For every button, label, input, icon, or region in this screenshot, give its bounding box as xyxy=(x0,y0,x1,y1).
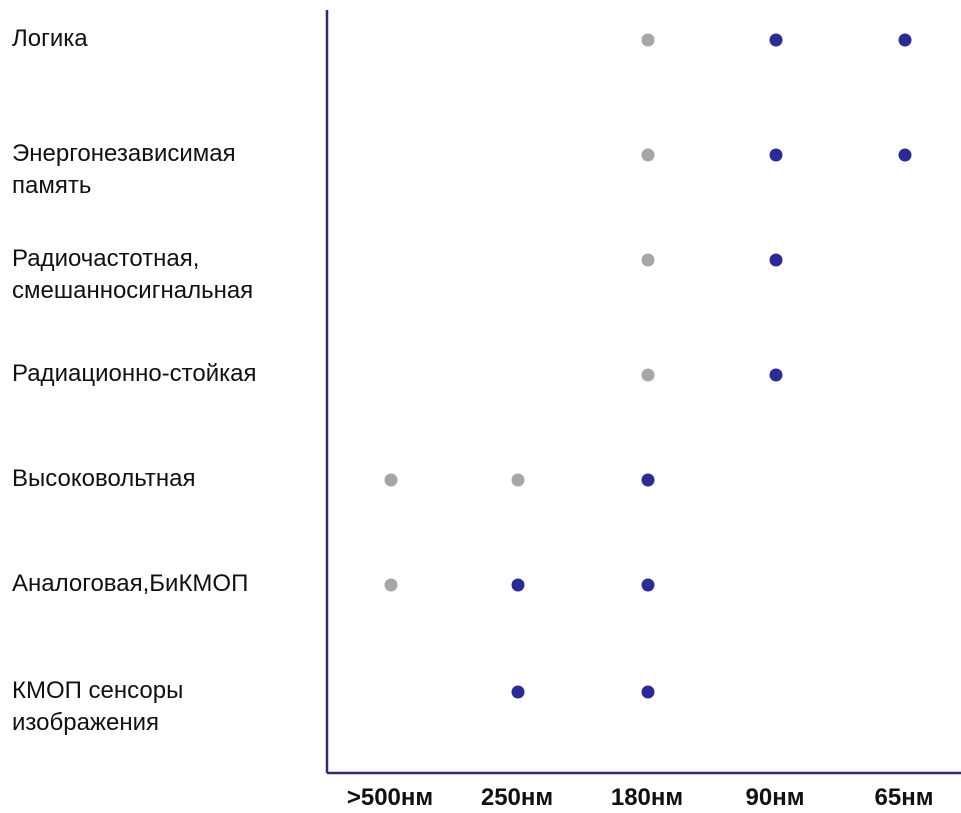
data-point-blue xyxy=(641,473,655,487)
data-point-gray xyxy=(641,148,655,162)
row-label: Радиационно-стойкая xyxy=(12,360,257,387)
data-point-gray xyxy=(511,473,525,487)
row-label: КМОП сенсоры изображения xyxy=(12,677,183,736)
data-point-blue xyxy=(511,685,525,699)
row-label-line: Радиационно-стойкая xyxy=(12,360,257,387)
axes xyxy=(325,10,961,775)
row-labels: Логика Энергонезависимая память Радиочастот… xyxy=(12,25,257,736)
data-point-blue xyxy=(769,253,783,267)
data-point-blue xyxy=(641,685,655,699)
x-tick-label: 65нм xyxy=(875,784,934,811)
data-point-blue xyxy=(898,148,912,162)
data-point-gray xyxy=(641,33,655,47)
x-tick-label: 180нм xyxy=(611,784,683,811)
row-label: Высоковольтная xyxy=(12,465,196,492)
data-point-blue xyxy=(769,368,783,382)
row-label: Аналоговая,БиКМОП xyxy=(12,570,248,597)
row-label-line: Аналоговая,БиКМОП xyxy=(12,570,248,597)
row-label-line: смешанносигнальная xyxy=(12,277,253,304)
data-point-gray xyxy=(384,473,398,487)
row-label-line: изображения xyxy=(12,709,159,736)
data-point-blue xyxy=(898,33,912,47)
x-tick-labels: >500нм 250нм 180нм 90нм 65нм xyxy=(347,784,934,811)
data-point-gray xyxy=(384,578,398,592)
x-tick-label: >500нм xyxy=(347,784,433,811)
x-tick-label: 250нм xyxy=(481,784,553,811)
row-label-line: Логика xyxy=(12,25,88,52)
row-label-line: Энергонезависимая xyxy=(12,140,236,167)
data-point-blue xyxy=(769,148,783,162)
data-point-blue xyxy=(511,578,525,592)
data-point-blue xyxy=(641,578,655,592)
row-label: Энергонезависимая память xyxy=(12,140,236,199)
row-label-line: Высоковольтная xyxy=(12,465,196,492)
data-point-blue xyxy=(769,33,783,47)
x-tick-label: 90нм xyxy=(746,784,805,811)
data-point-gray xyxy=(641,253,655,267)
row-label-line: КМОП сенсоры xyxy=(12,677,183,704)
row-label-line: память xyxy=(12,172,91,199)
data-point-gray xyxy=(641,368,655,382)
data-points xyxy=(384,33,912,699)
row-label: Логика xyxy=(12,25,88,52)
row-label: Радиочастотная, смешанносигнальная xyxy=(12,245,253,304)
row-label-line: Радиочастотная, xyxy=(12,245,199,272)
